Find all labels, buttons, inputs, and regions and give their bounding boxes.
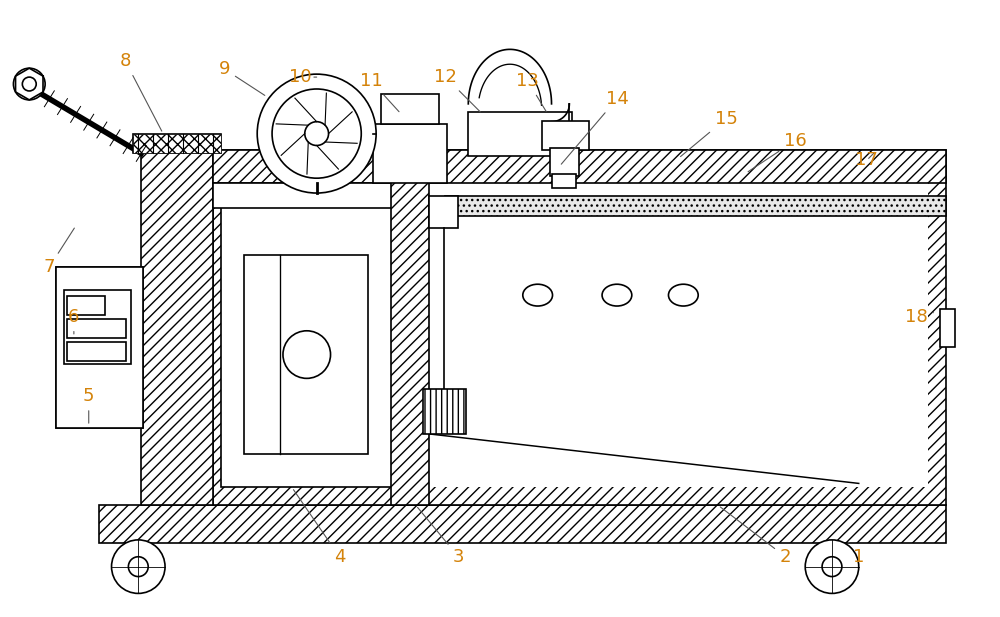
- Bar: [552, 174, 576, 188]
- Bar: [133, 134, 221, 154]
- Text: 3: 3: [418, 507, 464, 566]
- Ellipse shape: [523, 284, 553, 306]
- Bar: [99, 505, 946, 543]
- Circle shape: [13, 68, 45, 100]
- Text: 7: 7: [43, 228, 74, 276]
- Text: 18: 18: [905, 308, 933, 326]
- Text: 1: 1: [848, 542, 864, 566]
- Bar: [141, 154, 213, 505]
- Text: 17: 17: [855, 151, 878, 169]
- Circle shape: [272, 89, 361, 178]
- Bar: [64, 290, 131, 365]
- Bar: [213, 151, 946, 183]
- Circle shape: [822, 557, 842, 576]
- Circle shape: [805, 540, 859, 594]
- Circle shape: [128, 557, 148, 576]
- Bar: [230, 168, 928, 487]
- Text: 2: 2: [720, 507, 791, 566]
- Text: 5: 5: [83, 387, 94, 423]
- Text: 16: 16: [748, 131, 807, 172]
- Bar: [67, 319, 126, 337]
- Text: 11: 11: [360, 72, 399, 112]
- Bar: [213, 151, 946, 505]
- Bar: [445, 196, 946, 216]
- Text: 14: 14: [561, 90, 628, 164]
- Bar: [244, 255, 368, 453]
- Text: 10: 10: [289, 68, 317, 86]
- Text: 15: 15: [681, 110, 737, 157]
- Bar: [429, 196, 458, 228]
- Bar: [391, 146, 429, 505]
- Bar: [133, 134, 221, 154]
- Bar: [67, 342, 126, 360]
- Bar: [550, 149, 579, 176]
- Text: 6: 6: [68, 308, 80, 334]
- Bar: [423, 389, 466, 434]
- Text: 8: 8: [120, 52, 162, 131]
- Bar: [940, 309, 955, 347]
- Bar: [56, 267, 143, 428]
- Ellipse shape: [668, 284, 698, 306]
- Bar: [468, 112, 572, 156]
- Circle shape: [305, 122, 329, 146]
- Text: 9: 9: [219, 60, 265, 96]
- Circle shape: [22, 77, 36, 91]
- Bar: [542, 121, 589, 151]
- Circle shape: [283, 331, 331, 378]
- Ellipse shape: [602, 284, 632, 306]
- Bar: [213, 183, 399, 208]
- Bar: [373, 123, 447, 183]
- Bar: [221, 205, 397, 487]
- Circle shape: [257, 74, 376, 193]
- Text: 4: 4: [293, 490, 345, 566]
- Bar: [381, 94, 439, 123]
- Circle shape: [112, 540, 165, 594]
- Bar: [56, 267, 143, 428]
- Text: 13: 13: [516, 72, 546, 112]
- Bar: [67, 296, 105, 315]
- Text: 12: 12: [434, 68, 480, 112]
